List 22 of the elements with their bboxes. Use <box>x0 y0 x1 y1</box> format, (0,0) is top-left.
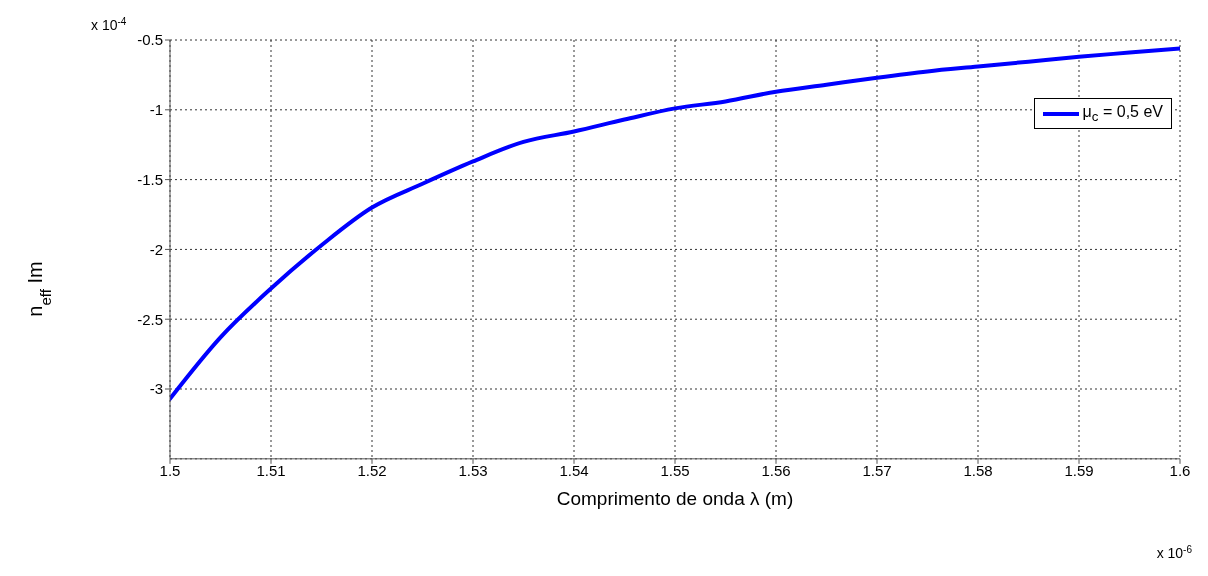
y-tick-label: -2.5 <box>137 310 163 328</box>
line-series <box>170 46 1180 401</box>
x-tick-label: 1.58 <box>963 462 993 480</box>
x-tick-label: 1.5 <box>159 462 181 480</box>
y-tick-label: -3 <box>149 380 163 398</box>
x-tick-label: 1.56 <box>761 462 791 480</box>
y-tick-label: -1.5 <box>137 170 163 188</box>
x-axis-title: Comprimento de onda λ (m) <box>556 487 794 509</box>
x-tick-label: 1.59 <box>1064 462 1094 480</box>
text: x 10$^{-6}$ <box>1156 543 1193 561</box>
y-tick-label: -2 <box>149 240 163 258</box>
x-tick-label: 1.51 <box>256 462 286 480</box>
x-tick-label: 1.52 <box>357 462 387 480</box>
y-tick-label: -1 <box>149 101 163 119</box>
x-tick-label: 1.55 <box>660 462 690 480</box>
x-tick-label: 1.6 <box>1169 462 1191 480</box>
text: x 10$^{-4}$ <box>91 15 127 33</box>
x-tick-label: 1.53 <box>458 462 488 480</box>
x-tick-label: 1.54 <box>559 462 589 480</box>
legend-label: μ$_{c}$ = 0,5 eV <box>1082 103 1163 125</box>
x-tick-label: 1.57 <box>862 462 892 480</box>
y-tick-label: -0.5 <box>137 31 163 49</box>
